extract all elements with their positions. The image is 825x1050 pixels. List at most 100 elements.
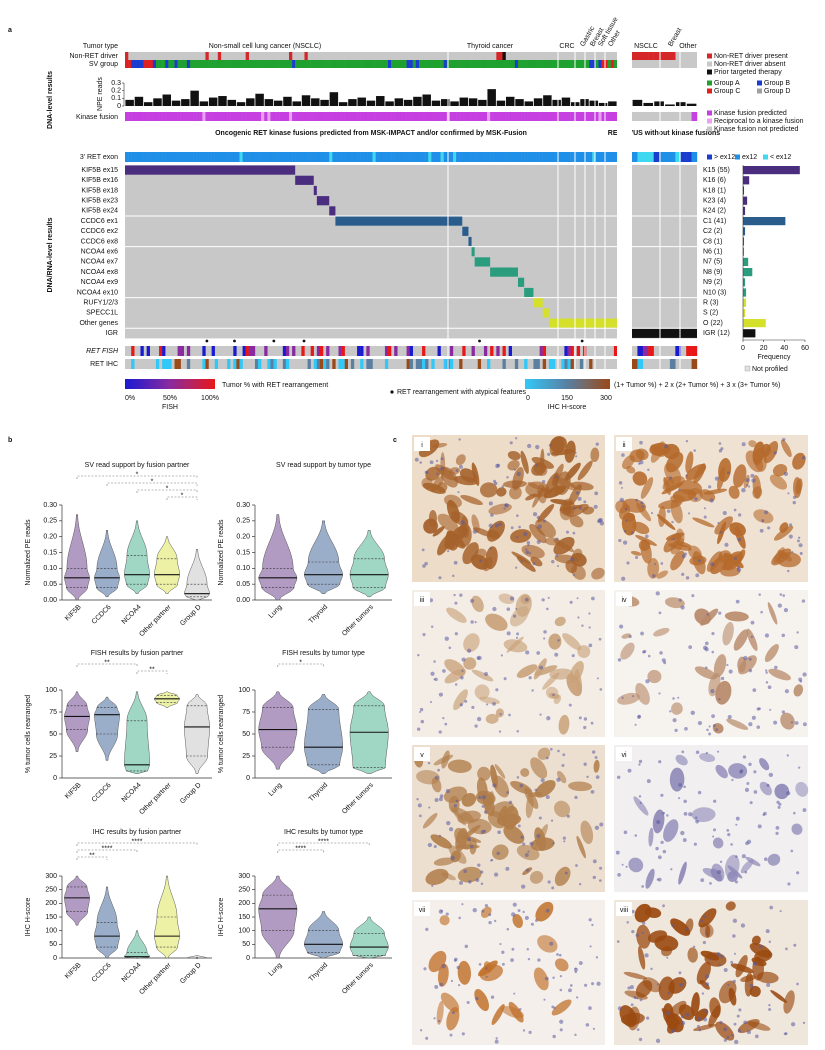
stain: [774, 783, 790, 800]
y-axis-label: Normalized PE reads: [25, 519, 32, 586]
track-cell: [335, 152, 339, 162]
nucleus: [630, 1003, 634, 1007]
track-cell: [589, 359, 593, 369]
stain: [687, 487, 703, 503]
track-cell: [474, 152, 478, 162]
track-cell: [236, 152, 240, 162]
track-cell: [536, 60, 540, 68]
stain: [457, 960, 472, 985]
y-axis-label: IHC H-score: [25, 898, 32, 937]
x-tick-label: KIF5B: [64, 604, 83, 623]
track-cell: [440, 112, 444, 121]
label-bg: [414, 747, 430, 761]
nucleus: [666, 509, 671, 513]
track-cell: [307, 112, 311, 121]
nucleus: [722, 510, 727, 516]
nucleus: [574, 1033, 577, 1037]
track-cell: [669, 52, 676, 60]
legend-swatch: [757, 88, 762, 94]
stain: [537, 935, 558, 953]
track-cell: [425, 359, 429, 369]
stain: [698, 908, 717, 928]
stain: [692, 517, 715, 528]
fusion-block: [316, 196, 330, 206]
legend-label: Prior targeted therapy: [714, 69, 782, 76]
row-label: CCDC6 ex1: [81, 218, 118, 225]
track-cell: [162, 359, 166, 369]
track-cell: [579, 112, 584, 121]
legend-swatch: [707, 154, 712, 160]
nucleus: [639, 998, 643, 1002]
nucleus: [669, 476, 673, 480]
track-cell: [338, 346, 342, 356]
nucleus: [682, 554, 686, 559]
track-cell: [570, 359, 574, 369]
track-cell: [567, 112, 571, 121]
nucleus: [510, 912, 516, 917]
track-cell: [165, 359, 169, 369]
npe-bar: [643, 102, 654, 106]
y-tick-label: 25: [49, 753, 57, 760]
nucleus: [782, 594, 785, 597]
track-cell: [146, 60, 150, 68]
track-cell: [270, 152, 274, 162]
nucleus: [591, 923, 594, 927]
nucleus: [691, 594, 695, 598]
nucleus: [659, 651, 663, 655]
nucleus: [720, 676, 725, 681]
track-bg: [632, 359, 697, 369]
nucleus: [776, 800, 780, 804]
nucleus: [783, 1032, 787, 1036]
stain: [780, 712, 795, 730]
legend-label: Kinase fusion predicted: [714, 110, 787, 117]
track-cell: [273, 152, 277, 162]
nucleus: [536, 539, 541, 545]
track-cell: [344, 60, 348, 68]
frequency-bar: [743, 217, 786, 226]
nucleus: [734, 880, 738, 884]
nucleus: [700, 919, 704, 923]
nucleus: [760, 610, 763, 614]
stain: [432, 526, 445, 537]
nucleus: [726, 663, 729, 667]
nucleus: [445, 789, 450, 794]
track-cell: [189, 60, 194, 68]
nucleus: [630, 531, 634, 535]
legend-swatch: [757, 80, 762, 86]
stain: [733, 629, 749, 651]
track-cell: [514, 359, 519, 369]
nucleus: [506, 476, 509, 479]
stain: [728, 763, 748, 779]
nucleus: [709, 958, 712, 961]
nucleus: [417, 653, 420, 657]
nucleus: [796, 982, 799, 986]
nucleus: [477, 863, 481, 867]
track-cell: [357, 152, 361, 162]
nucleus: [650, 512, 654, 515]
stain: [635, 682, 650, 705]
track-cell: [363, 112, 367, 121]
nucleus: [796, 871, 800, 875]
y-tick-label: 0.00: [43, 597, 57, 604]
track-cell: [613, 346, 618, 356]
track-cell: [403, 60, 407, 68]
nucleus: [749, 983, 754, 988]
track-cell: [242, 112, 246, 121]
y-tick-label: 25: [242, 753, 250, 760]
track-cell: [304, 60, 308, 68]
nucleus: [706, 613, 709, 616]
stain: [593, 759, 600, 773]
track-cell: [530, 60, 534, 68]
nucleus: [470, 620, 474, 624]
nucleus: [564, 871, 568, 875]
nucleus: [635, 498, 639, 502]
nucleus: [488, 913, 492, 917]
track-cell: [453, 112, 457, 121]
track-cell: [502, 60, 506, 68]
track-cell: [134, 152, 138, 162]
nucleus: [802, 672, 807, 677]
track-cell: [152, 60, 157, 68]
nucleus: [765, 671, 768, 674]
nucleus: [681, 750, 685, 754]
y-tick-label: 50: [49, 731, 57, 738]
